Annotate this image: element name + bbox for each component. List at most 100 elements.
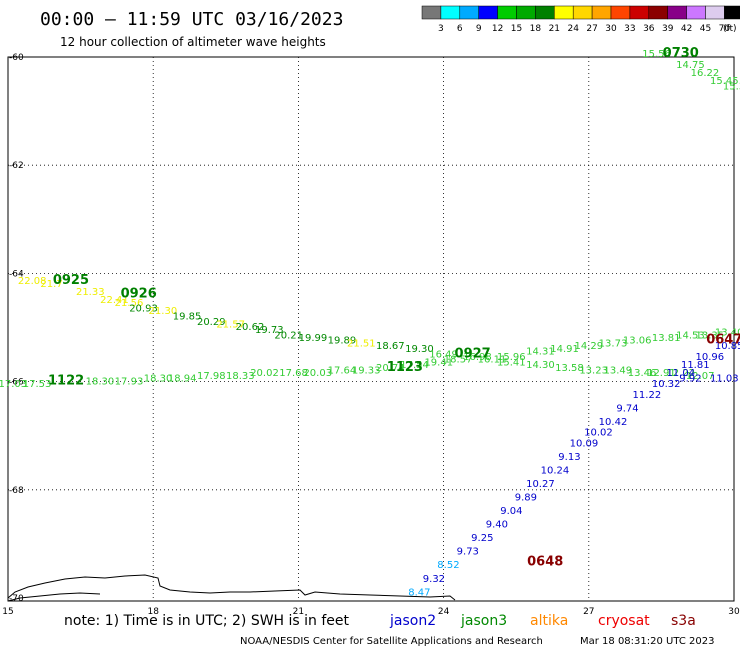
plot-grid [8,57,734,601]
observation-value: 17.68 [279,368,308,379]
observation-value: 17.54 [400,360,429,371]
credit-text: NOAA/NESDIS Center for Satellite Applica… [240,636,543,647]
y-tick-label: -62 [9,161,24,171]
colorbar-swatch [535,5,555,20]
observation-value: 13.49 [604,365,633,376]
observation-value: 22.41 [100,295,129,306]
colorbar-label: 70 [719,24,731,34]
observation-value: 13.81 [652,333,681,344]
colorbar-swatch [686,5,706,20]
observation-value: 10.24 [541,466,570,477]
observation-value: 14.31 [526,347,555,358]
colorbar-swatch [629,5,650,20]
colorbar-legend: 3 6 9 12 15 18 21 24 27 30 33 36 39 42 45 70 [421,5,740,34]
y-tick-label: -60 [9,53,24,63]
observation-value: 20.74 [376,363,405,374]
colorbar-label: 33 [624,24,635,34]
colorbar-label: 6 [457,24,463,34]
observation-value: 10.96 [695,352,724,363]
colorbar-swatch [554,5,574,20]
colorbar-label: 36 [643,24,655,34]
observation-value: 13.40 [715,328,740,339]
colorbar-label: 24 [567,24,579,34]
observation-value: 9.04 [500,506,522,517]
observation-value: 20.93 [129,303,158,314]
note-text: note: 1) Time is in UTC; 2) SWH is in fe… [64,613,350,629]
observation-value: 15.45 [710,76,739,87]
colorbar-swatch [440,5,461,20]
observation-value: 10.85 [715,341,740,352]
observation-value: 15.3 [723,81,740,92]
observation-value: 11.04 [666,368,695,379]
colorbar-label: 12 [492,24,503,34]
pass-time-label: 0927 [455,346,491,361]
colorbar-swatch [478,5,498,20]
observation-value: 11.22 [633,390,662,401]
observation-value: 12.91 [647,368,676,379]
observation-value: 13.35 [695,330,724,341]
colorbar-swatch [421,5,442,20]
observation-value: 17.53 [23,379,52,390]
colorbar-swatch [648,5,668,20]
observation-value: 19.99 [299,333,328,344]
observation-value: 9.13 [558,452,580,463]
plot-frame [7,56,735,602]
observation-value: 21.56 [115,298,144,309]
observation-value: 14.91 [550,344,579,355]
observation-value: 10.32 [652,379,681,390]
observation-value: 11.03 [710,374,739,385]
observation-value: 15.41 [497,357,526,368]
observation-value: 19.85 [173,311,202,322]
observation-value: 13.06 [623,336,652,347]
observation-value: 8.52 [437,560,459,571]
observation-value: 9.25 [471,533,493,544]
observation-value: 20.62 [236,322,265,333]
observation-value: 10.42 [599,417,628,428]
colorbar-label: 3 [438,24,444,34]
x-tick-label: 21 [293,607,304,617]
colorbar-swatch [591,5,612,20]
timestamp-text: Mar 18 08:31:20 UTC 2023 [580,636,715,647]
satellite-legend-item: altika [530,613,568,629]
observation-value: 18.30 [144,374,173,385]
y-tick-label: -68 [9,486,24,496]
observation-value: 14.29 [574,341,603,352]
observation-value: 18.67 [376,341,405,352]
observation-value: 18.94 [168,374,197,385]
colorbar-label: 45 [700,24,711,34]
observation-value: 13.73 [599,338,628,349]
colorbar-swatch [724,5,740,20]
colorbar-swatch [516,5,536,20]
observation-value: 17.64 [328,365,357,376]
x-tick-label: 18 [147,607,159,617]
observation-value: 16.22 [691,68,720,79]
observation-value: 21.33 [76,287,105,298]
observation-value: 9.89 [515,493,537,504]
x-tick-label: 27 [583,607,594,617]
observation-value: 17.93 [115,376,144,387]
observation-value: 10.09 [570,439,599,450]
chart-title: 00:00 – 11:59 UTC 03/16/2023 [40,9,343,30]
observation-value: 16.49 [429,349,458,360]
observation-value: 18.57 [444,355,473,366]
observation-value: 19.89 [328,336,357,347]
x-tick-label: 24 [438,607,450,617]
y-tick-label: -64 [9,269,24,279]
observation-value: 13.23 [579,365,608,376]
pass-time-label: 0648 [527,555,563,570]
coastline-inner [7,592,101,602]
pass-time-label: 1123 [387,360,423,375]
pass-time-labels: 0730 0925 0926 0927 1123 1122 0647 0648 [48,46,740,570]
observation-value: 16.98 [463,352,492,363]
observation-value: 9.74 [616,403,638,414]
colorbar-unit: (ft) [723,24,737,34]
observation-value: 20.21 [274,330,303,341]
colorbar-label: 21 [549,24,560,34]
observation-value: 13.58 [555,363,584,374]
colorbar-label: 42 [681,24,692,34]
pass-time-label: 0647 [706,333,740,348]
observation-value: 19.73 [255,325,284,336]
colorbar-label: 9 [476,24,482,34]
observation-value: 21.30 [149,306,178,317]
